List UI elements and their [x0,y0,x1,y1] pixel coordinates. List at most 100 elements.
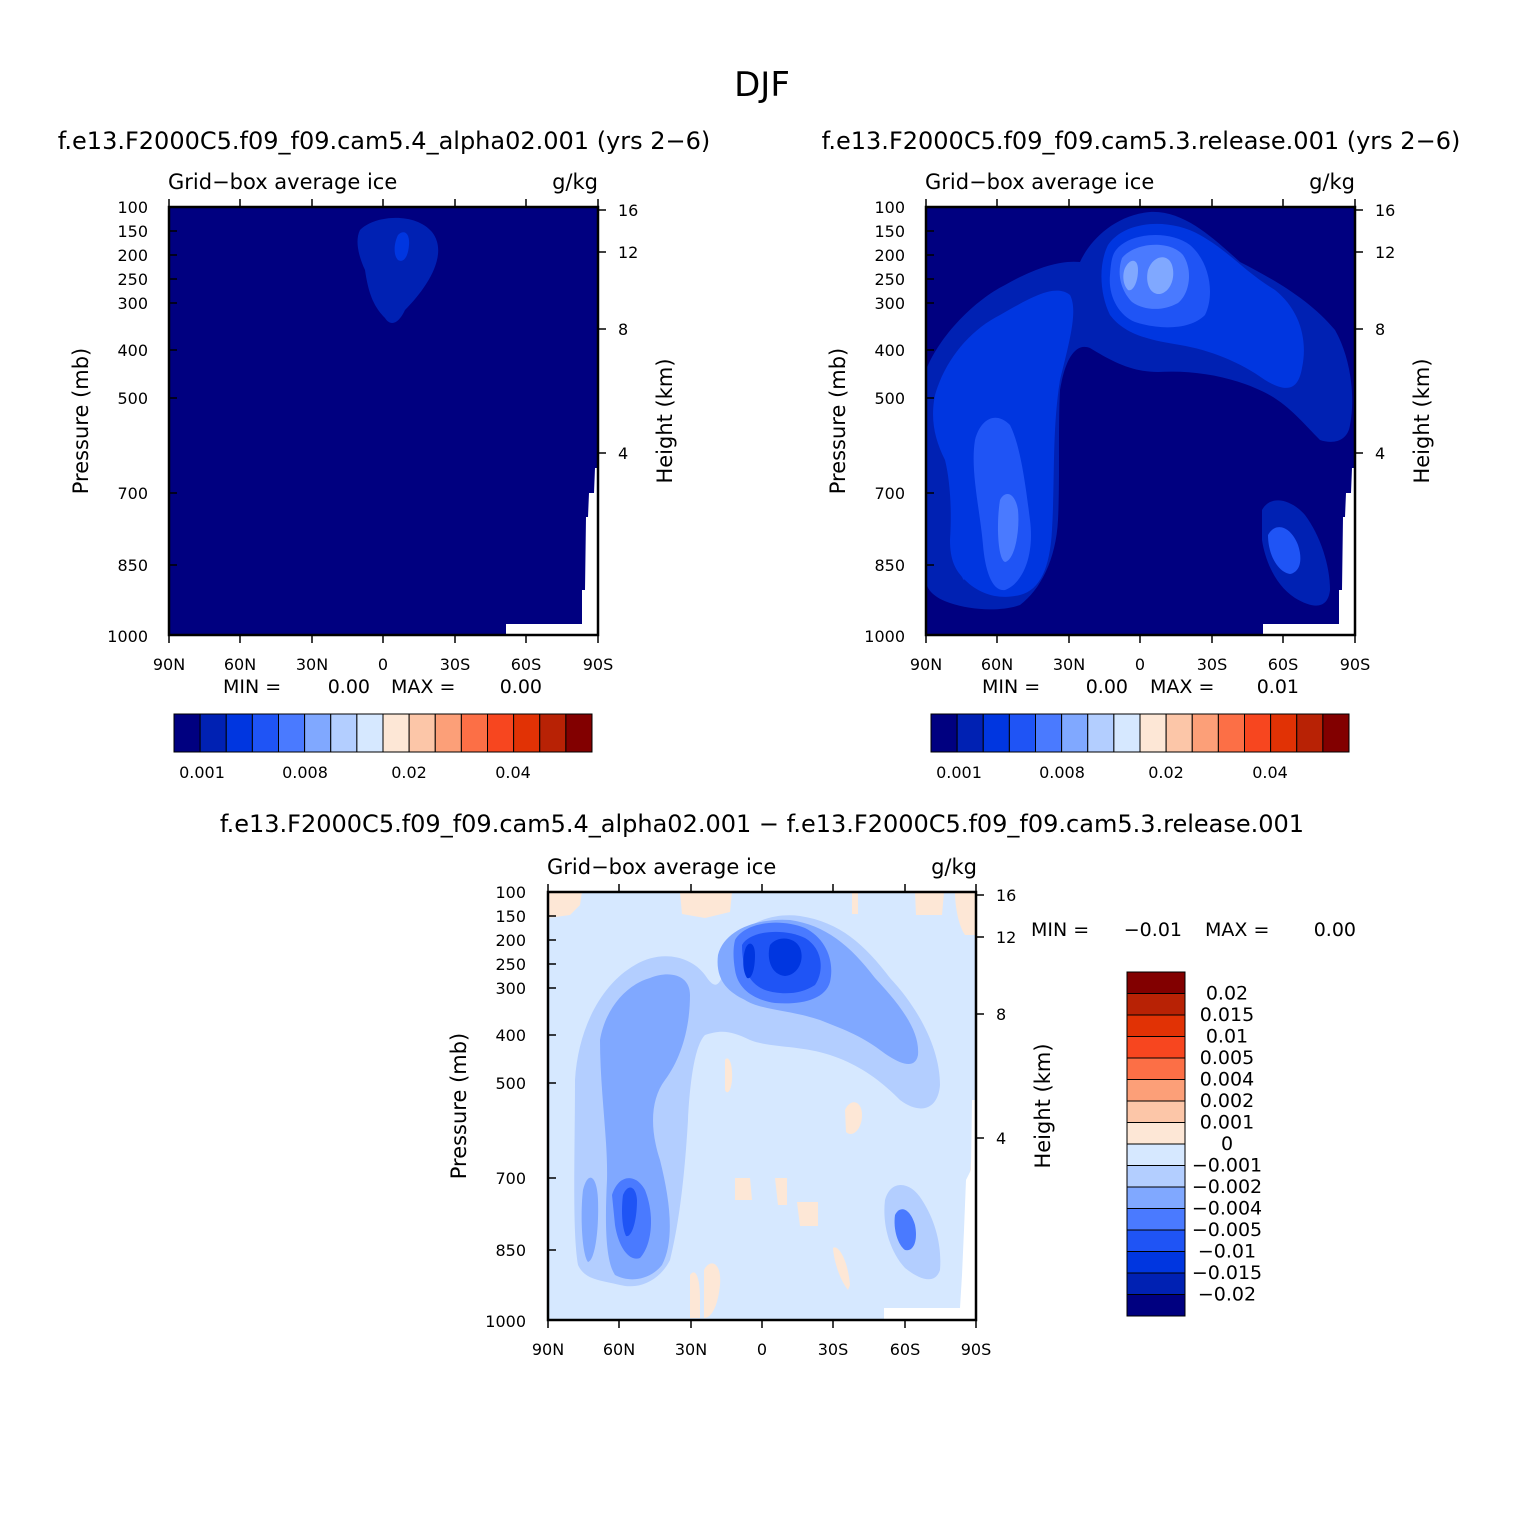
colorbar-swatch [251,713,279,753]
ytick-label: 500 [874,389,905,408]
xtick-label: 60S [511,655,542,674]
contour-level-neg-0-005 [622,1187,637,1237]
colorbar-swatch [513,713,541,753]
colorbar-label: 0.005 [1200,1047,1254,1069]
ytick-label: 100 [874,198,905,217]
xtick-label: 30N [296,655,328,674]
contour-positive [690,1272,700,1318]
ytick-label: 250 [117,270,148,289]
max-value: 0.00 [1314,919,1356,941]
ytick-label: 700 [874,484,905,503]
panel-difference-variable: Grid−box average ice [547,855,776,879]
missing-region [884,1100,976,1320]
contour-level-4 [1268,527,1301,574]
panel-control: f.e13.F2000C5.f09_f09.cam5.3.release.001… [822,127,1461,782]
min-value: 0.00 [328,676,370,698]
ytick-label: 100 [117,198,148,217]
colorbar-swatch [434,713,462,753]
colorbar-swatches [1126,971,1186,1317]
ytick-right-label: 12 [1375,243,1395,262]
ytick-label: 500 [117,389,148,408]
colorbar-label: −0.015 [1192,1262,1262,1284]
panel-control-variable: Grid−box average ice [925,170,1154,194]
panel-control-title: f.e13.F2000C5.f09_f09.cam5.3.release.001… [822,127,1461,155]
colorbar-swatch [356,713,384,753]
panel-difference-title: f.e13.F2000C5.f09_f09.cam5.4_alpha02.001… [220,810,1304,838]
contour-level-6 [1123,260,1138,291]
panel-test-axes: 100 150 200 250 300 400 500 700 850 1000 [107,198,638,674]
colorbar-swatch [539,713,567,753]
xtick-label: 90S [961,1340,992,1359]
axis-right: 16 12 8 4 [976,886,1016,1148]
colorbar-swatches [930,713,1350,753]
colorbar-swatch [487,713,515,753]
contour-positive [833,1247,850,1290]
panel-test-title: f.e13.F2000C5.f09_f09.cam5.4_alpha02.001… [58,127,711,155]
contour-positive [915,892,944,915]
colorbar-label: 0.02 [1148,763,1184,782]
ytick-right-label: 4 [618,444,628,463]
colorbar-swatch [173,713,201,753]
colorbar-labels: 0.020.0150.010.0050.0040.0020.0010−0.001… [1192,983,1262,1306]
colorbar-swatch [1126,971,1186,994]
ytick-label: 1000 [864,627,905,646]
colorbar-swatch [930,713,958,753]
figure-title: DJF [734,65,790,105]
axis-right: 16 12 8 4 [598,201,638,463]
colorbar-swatch [956,713,984,753]
colorbar-swatch [1113,713,1141,753]
colorbar-swatch [1008,713,1036,753]
max-value: 0.00 [500,676,542,698]
panel-control-units: g/kg [1309,170,1355,194]
colorbar-swatch [1191,713,1219,753]
colorbar-label: 0 [1221,1133,1233,1155]
colorbar-label: 0.008 [282,763,328,782]
ytick-label: 1000 [107,627,148,646]
ytick-label: 250 [495,955,526,974]
ytick-label: 850 [495,1241,526,1260]
xtick-label: 30S [440,655,471,674]
colorbar-label: 0.001 [179,763,225,782]
ytick-right-label: 12 [618,243,638,262]
contour-positive [704,1263,721,1318]
colorbar-swatch [382,713,410,753]
contour-positive [725,1058,733,1093]
panel-test-ylabel-right: Height (km) [653,358,677,483]
contour-positive [955,892,976,935]
colorbar-swatch [1126,1165,1186,1188]
colorbar-swatch [565,713,593,753]
colorbar-swatch [1061,713,1089,753]
contour-positive [548,892,582,918]
colorbar-swatch [1322,713,1350,753]
colorbar-swatch [1126,1251,1186,1274]
panel-test: f.e13.F2000C5.f09_f09.cam5.4_alpha02.001… [58,127,711,782]
xtick-label: 0 [757,1340,767,1359]
min-label: MIN = [1031,919,1089,941]
xtick-label: 0 [378,655,388,674]
colorbar-label: −0.01 [1198,1241,1256,1263]
colorbar-swatch [330,713,358,753]
min-value: −0.01 [1124,919,1182,941]
colorbar-swatch [1270,713,1298,753]
ytick-label: 200 [495,931,526,950]
contour-positive [797,1202,818,1226]
colorbar-swatch [1165,713,1193,753]
ytick-label: 100 [495,883,526,902]
colorbar-swatches [173,713,593,753]
min-value: 0.00 [1086,676,1128,698]
colorbar-label: 0.04 [1252,763,1288,782]
colorbar-swatch [1126,1057,1186,1080]
missing-region [506,468,598,635]
max-value: 0.01 [1257,676,1299,698]
colorbar-label: 0.01 [1206,1026,1248,1048]
panel-difference-units: g/kg [931,855,977,879]
colorbar-swatch [1126,1208,1186,1231]
colorbar-swatch [408,713,436,753]
colorbar-label: 0.02 [391,763,427,782]
xtick-label: 30S [1197,655,1228,674]
colorbar-label: 0.004 [1200,1069,1254,1091]
panel-control-stats: MIN = 0.00 MAX = 0.01 [982,676,1299,698]
xtick-label: 60N [224,655,256,674]
contour-positive [735,1178,752,1200]
ytick-right-label: 8 [618,320,628,339]
